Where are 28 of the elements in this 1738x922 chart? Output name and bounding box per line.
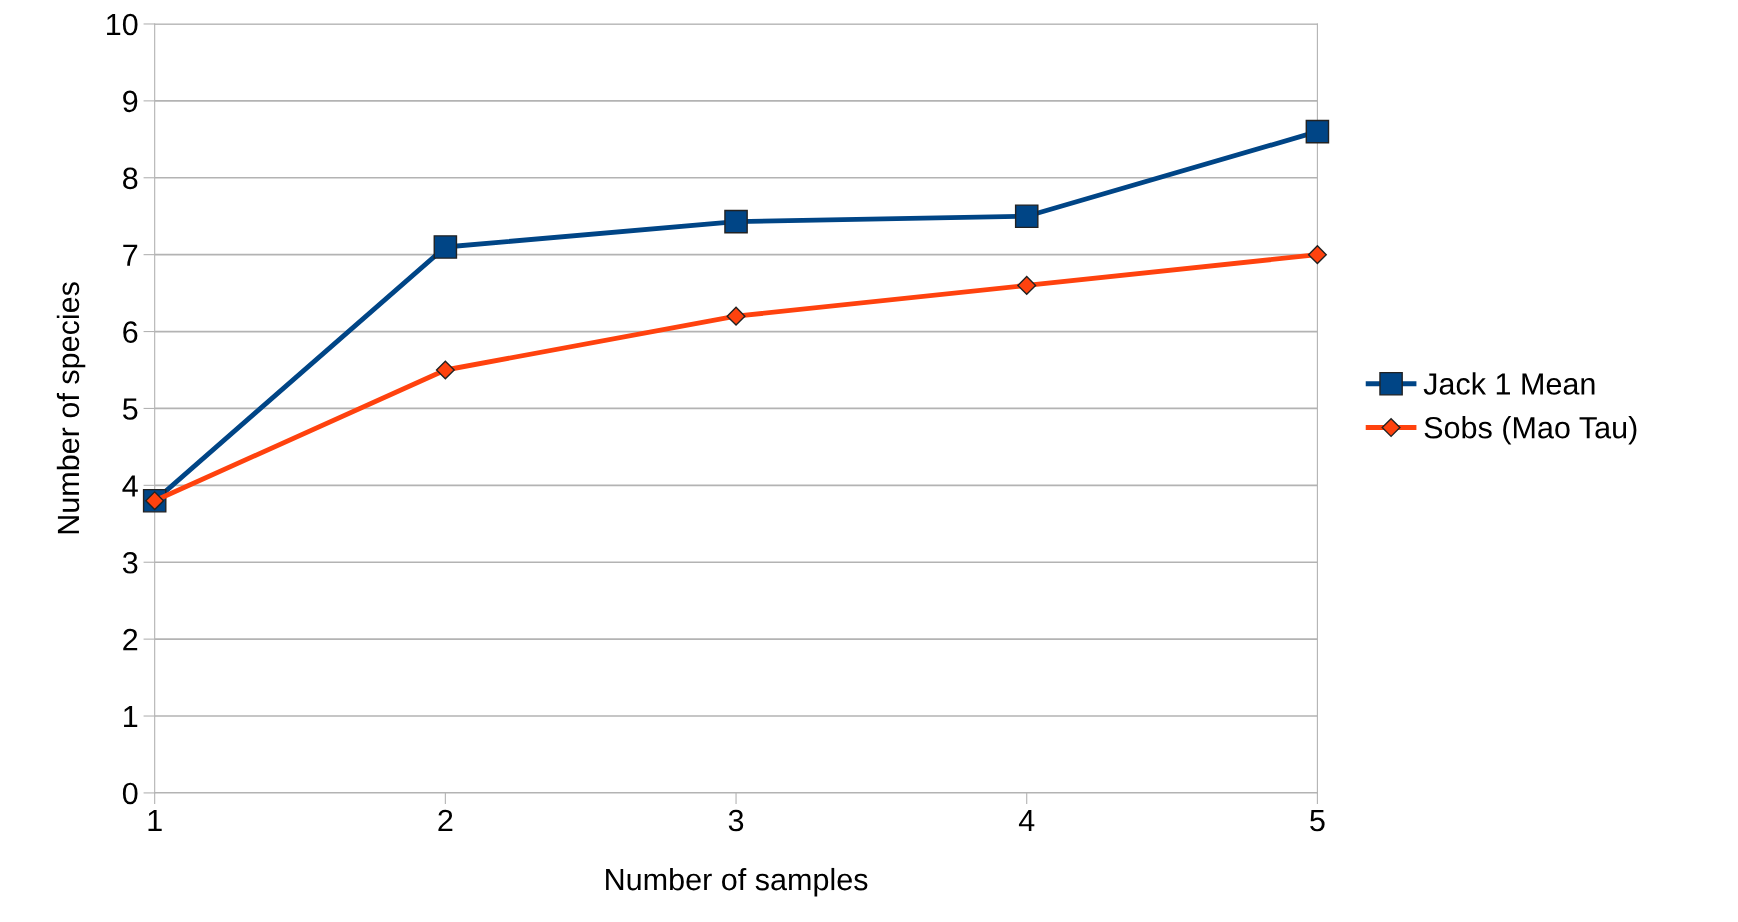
y-tick-label: 0 — [122, 782, 138, 805]
point — [433, 235, 458, 259]
y-tick-label: 1 — [124, 706, 138, 728]
x-tick-label: 2 — [438, 809, 453, 832]
y-tick-label: 5 — [122, 398, 138, 420]
y-tick-label: 10 — [107, 13, 138, 36]
x-tick-label: 3 — [728, 809, 744, 832]
y-tick-label: 9 — [123, 90, 138, 113]
point — [1017, 275, 1037, 295]
point — [724, 209, 748, 234]
y-tick-label: 3 — [122, 551, 138, 574]
x-tick-label: 1 — [148, 810, 162, 832]
point — [726, 306, 746, 326]
y-tick-label: 6 — [123, 321, 138, 343]
x-tick-label: 4 — [1018, 810, 1035, 832]
y-axis-title: Number of species — [56, 282, 86, 534]
y-tick-label: 8 — [123, 167, 138, 190]
x-axis-title: Number of samples — [606, 867, 868, 897]
x-tick-label: 5 — [1310, 810, 1325, 832]
point — [435, 360, 455, 380]
legend-label: Sobs (Mao Tau) — [1424, 416, 1637, 445]
y-tick-label: 7 — [123, 244, 138, 266]
y-tick-label: 2 — [123, 628, 138, 651]
point — [1307, 245, 1327, 265]
legend-label: Jack 1 Mean — [1423, 372, 1595, 395]
point — [1305, 119, 1330, 144]
y-tick-label: 4 — [122, 475, 138, 497]
point — [1014, 204, 1039, 229]
